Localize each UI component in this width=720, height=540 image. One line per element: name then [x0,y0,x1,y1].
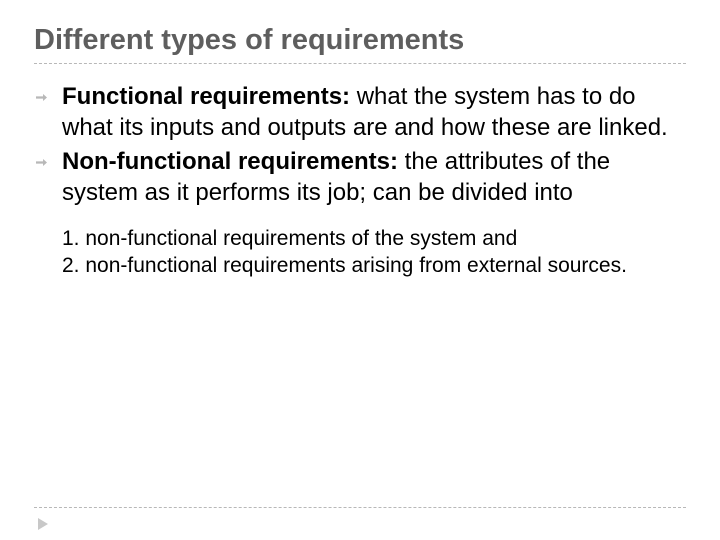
numbered-list: 1. non-functional requirements of the sy… [34,225,686,280]
numbered-item-2-line1: 2. non-functional requirements arising f… [62,254,627,277]
corner-arrow-icon [38,518,48,530]
numbered-item-2: 2. non-functional requirements arising f… [62,252,686,279]
numbered-item-1: 1. non-functional requirements of the sy… [62,225,686,252]
title-divider [34,63,686,64]
slide-title: Different types of requirements [34,24,686,57]
bottom-divider [34,507,686,508]
bullet-lead: Non-functional requirements: [62,148,398,175]
bullet-item-nonfunctional: Non-functional requirements: the attribu… [34,147,686,208]
main-bullet-list: Functional requirements: what the system… [34,82,686,209]
bullet-lead: Functional requirements: [62,83,350,110]
bullet-item-functional: Functional requirements: what the system… [34,82,686,143]
